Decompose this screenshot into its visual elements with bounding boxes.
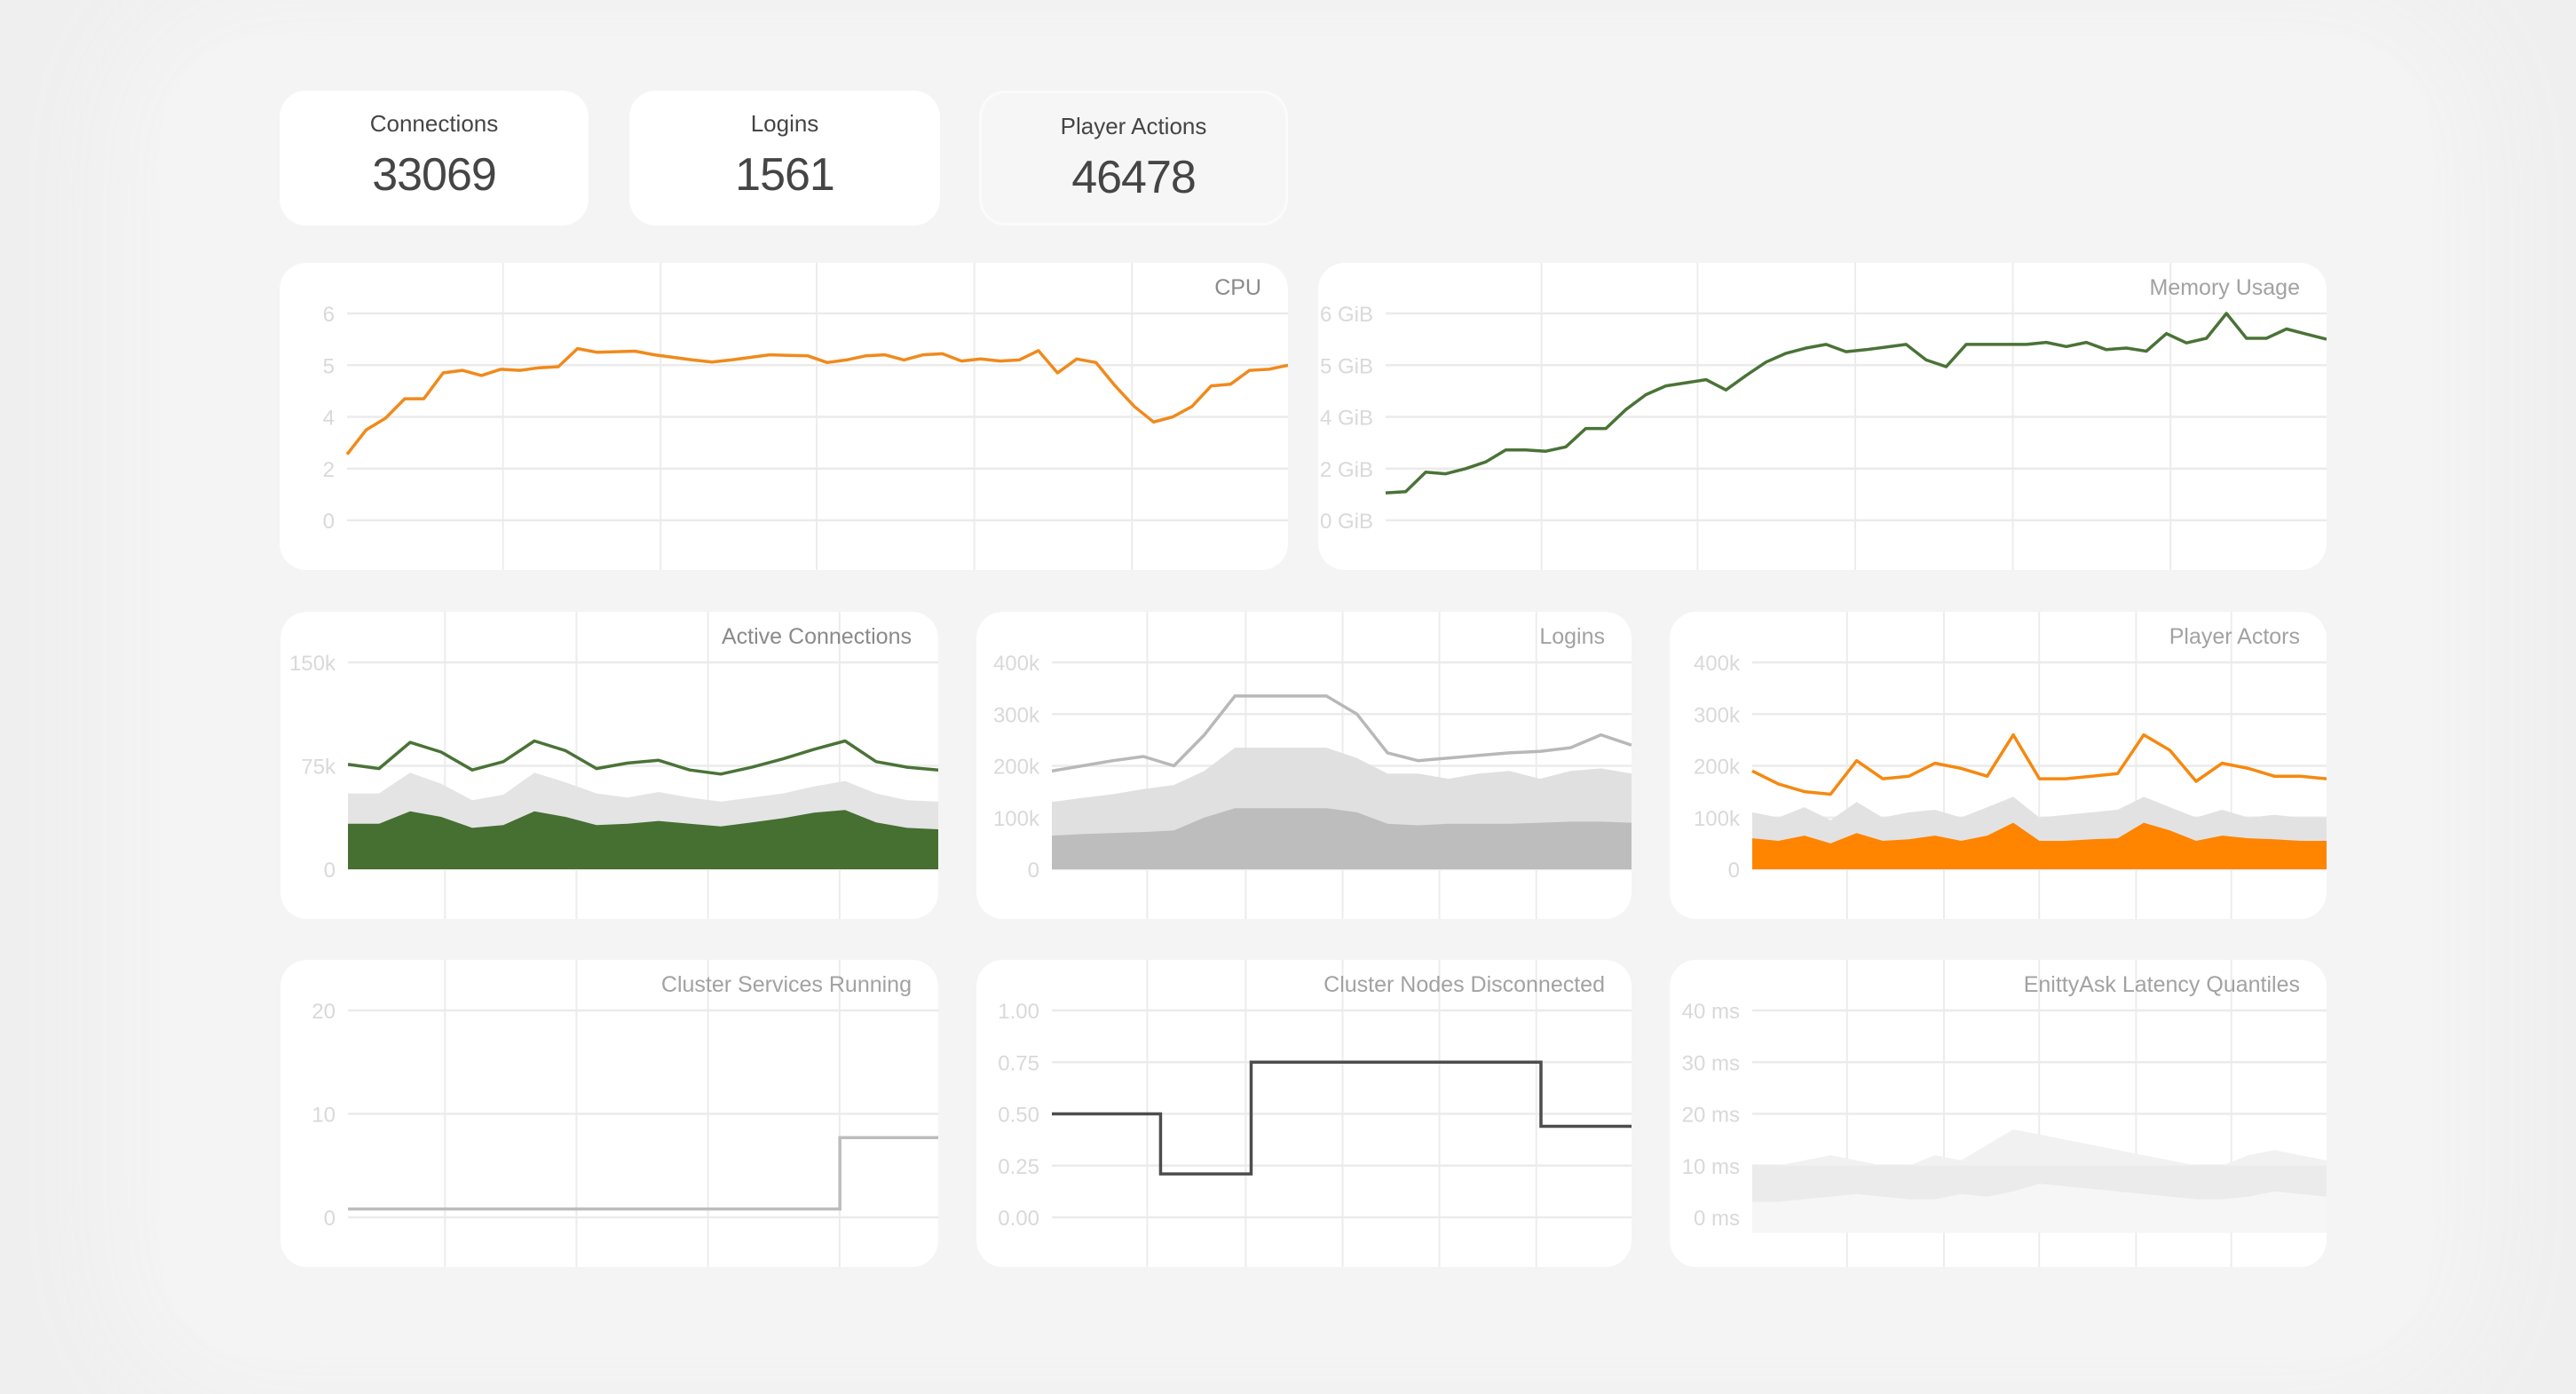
chart-title: Logins <box>1539 624 1605 649</box>
series-line <box>1051 694 1632 773</box>
chart-plot: 1.00 0.75 0.50 0.25 0.00 <box>998 960 1632 1267</box>
chart-title: Cluster Nodes Disconnected <box>1324 972 1605 997</box>
series-area <box>1752 1184 2327 1233</box>
y-tick-label: 0 <box>1728 859 1740 883</box>
y-tick-label: 5 <box>323 354 335 378</box>
y-tick-label: 100k <box>1694 807 1741 831</box>
chart-title: Active Connections <box>721 624 912 649</box>
y-tick-label: 0.00 <box>998 1207 1039 1231</box>
chart-plot: 40 ms 30 ms 20 ms 10 ms 0 ms <box>1682 960 2327 1267</box>
chart-plot: 6 GiB 5 GiB 4 GiB 2 GiB 0 GiB <box>1320 263 2327 570</box>
y-tick-label: 400k <box>993 652 1040 676</box>
y-tick-label: 2 GiB <box>1320 458 1373 482</box>
y-tick-label: 0.25 <box>998 1155 1039 1179</box>
stat-card-logins: Logins 1561 <box>629 91 940 226</box>
y-tick-label: 10 ms <box>1682 1155 1740 1179</box>
series-line <box>347 739 938 776</box>
y-tick-label: 30 ms <box>1682 1051 1740 1075</box>
y-tick-label: 4 GiB <box>1320 407 1373 431</box>
active-connections-chart-panel: 150k 75k 0 Active Connections <box>281 612 938 919</box>
y-tick-label: 0 <box>324 1207 336 1231</box>
chart-plot: 150k 75k 0 <box>289 612 938 919</box>
chart-title: EnittyAsk Latency Quantiles <box>2023 972 2300 997</box>
series-line <box>1751 733 2327 796</box>
logins-chart-panel: 400k 300k 200k 100k 0 Logins <box>976 612 1632 919</box>
series-step-line <box>348 1136 938 1211</box>
y-tick-label: 10 <box>312 1104 336 1128</box>
cpu-chart-panel: 6 5 4 2 0 CPU <box>280 263 1288 570</box>
y-tick-label: 0.50 <box>998 1104 1039 1128</box>
memory-usage-chart-panel: 6 GiB 5 GiB 4 GiB 2 GiB 0 GiB Memory Usage <box>1318 263 2327 570</box>
stat-card-connections: Connections 33069 <box>280 91 589 226</box>
y-tick-label: 6 GiB <box>1320 303 1373 327</box>
series-line <box>1385 312 2327 495</box>
player-actors-chart-panel: 400k 300k 200k 100k 0 Player Actors <box>1670 612 2327 919</box>
y-tick-label: 20 ms <box>1682 1104 1740 1128</box>
chart-plot: 400k 300k 200k 100k 0 <box>1694 612 2327 919</box>
chart-title: Memory Usage <box>2149 275 2301 300</box>
y-tick-label: 2 <box>323 458 335 482</box>
latency-quantiles-chart-panel: 40 ms 30 ms 20 ms 10 ms 0 ms EnittyAsk Laten… <box>1670 960 2327 1267</box>
y-tick-label: 0 GiB <box>1320 510 1373 534</box>
series-step-line <box>1052 1060 1632 1176</box>
y-tick-label: 1.00 <box>998 1000 1039 1024</box>
y-tick-label: 20 <box>312 1000 336 1024</box>
y-tick-label: 40 ms <box>1682 1000 1740 1024</box>
y-tick-label: 400k <box>1694 652 1741 676</box>
series-area <box>348 810 938 869</box>
y-tick-label: 0.75 <box>998 1051 1039 1075</box>
y-tick-label: 300k <box>993 703 1040 727</box>
y-tick-label: 150k <box>289 652 336 676</box>
y-tick-label: 200k <box>993 756 1040 780</box>
chart-title: CPU <box>1214 275 1261 300</box>
stat-value: 46478 <box>1071 152 1197 203</box>
y-tick-label: 100k <box>993 807 1040 831</box>
y-tick-label: 200k <box>1694 756 1741 780</box>
stat-card-player-actions: Player Actions 46478 <box>979 91 1288 226</box>
chart-plot: 6 5 4 2 0 <box>323 263 1288 570</box>
stat-value: 1561 <box>735 149 835 201</box>
stat-label: Logins <box>750 110 819 137</box>
stat-label: Connections <box>369 110 499 137</box>
cluster-services-chart-panel: 20 10 0 Cluster Services Running <box>281 960 938 1267</box>
stat-label: Player Actions <box>1060 113 1207 139</box>
chart-title: Cluster Services Running <box>660 972 912 997</box>
chart-title: Player Actors <box>2169 624 2300 649</box>
series-line <box>345 346 1288 455</box>
chart-plot: 20 10 0 <box>312 960 938 1267</box>
series-area <box>1052 808 1632 869</box>
y-tick-label: 6 <box>323 303 335 327</box>
y-tick-label: 5 GiB <box>1320 354 1373 378</box>
y-tick-label: 0 <box>323 510 335 534</box>
y-tick-label: 300k <box>1694 703 1741 727</box>
y-tick-label: 0 <box>1028 859 1039 883</box>
y-tick-label: 0 ms <box>1694 1207 1740 1231</box>
y-tick-label: 0 <box>324 859 336 883</box>
cluster-nodes-chart-panel: 1.00 0.75 0.50 0.25 0.00 Cluster Nodes Disco… <box>976 960 1632 1267</box>
chart-plot: 400k 300k 200k 100k 0 <box>993 612 1632 919</box>
y-tick-label: 4 <box>323 407 335 431</box>
series-area <box>1752 822 2327 869</box>
y-tick-label: 75k <box>301 756 336 780</box>
stat-value: 33069 <box>372 149 497 201</box>
